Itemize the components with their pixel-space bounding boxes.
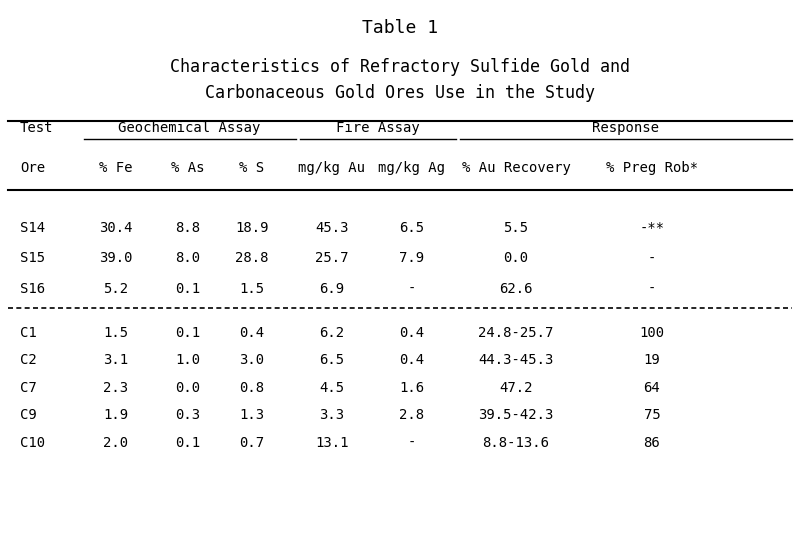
Text: 0.1: 0.1 <box>175 326 201 340</box>
Text: 39.5-42.3: 39.5-42.3 <box>478 408 554 422</box>
Text: % Fe: % Fe <box>99 161 133 175</box>
Text: 1.6: 1.6 <box>399 381 425 395</box>
Text: 47.2: 47.2 <box>499 381 533 395</box>
Text: 13.1: 13.1 <box>315 436 349 450</box>
Text: Table 1: Table 1 <box>362 19 438 37</box>
Text: % S: % S <box>239 161 265 175</box>
Text: 44.3-45.3: 44.3-45.3 <box>478 353 554 367</box>
Text: 0.4: 0.4 <box>239 326 265 340</box>
Text: Geochemical Assay: Geochemical Assay <box>118 121 261 135</box>
Text: C9: C9 <box>20 408 37 422</box>
Text: % Au Recovery: % Au Recovery <box>462 161 570 175</box>
Text: 6.2: 6.2 <box>319 326 345 340</box>
Text: 30.4: 30.4 <box>99 221 133 235</box>
Text: 1.5: 1.5 <box>103 326 129 340</box>
Text: mg/kg Au: mg/kg Au <box>298 161 366 175</box>
Text: C1: C1 <box>20 326 37 340</box>
Text: % As: % As <box>171 161 205 175</box>
Text: 6.5: 6.5 <box>399 221 425 235</box>
Text: 24.8-25.7: 24.8-25.7 <box>478 326 554 340</box>
Text: % Preg Rob*: % Preg Rob* <box>606 161 698 175</box>
Text: Test: Test <box>20 121 54 135</box>
Text: 0.0: 0.0 <box>503 251 529 266</box>
Text: -: - <box>408 282 416 296</box>
Text: 3.0: 3.0 <box>239 353 265 367</box>
Text: 8.0: 8.0 <box>175 251 201 266</box>
Text: 0.1: 0.1 <box>175 282 201 296</box>
Text: 0.8: 0.8 <box>239 381 265 395</box>
Text: Ore: Ore <box>20 161 45 175</box>
Text: S15: S15 <box>20 251 45 266</box>
Text: 5.2: 5.2 <box>103 282 129 296</box>
Text: 0.3: 0.3 <box>175 408 201 422</box>
Text: C7: C7 <box>20 381 37 395</box>
Text: 6.9: 6.9 <box>319 282 345 296</box>
Text: 39.0: 39.0 <box>99 251 133 266</box>
Text: 3.1: 3.1 <box>103 353 129 367</box>
Text: 0.4: 0.4 <box>399 353 425 367</box>
Text: 1.5: 1.5 <box>239 282 265 296</box>
Text: 100: 100 <box>639 326 665 340</box>
Text: 64: 64 <box>644 381 660 395</box>
Text: 1.0: 1.0 <box>175 353 201 367</box>
Text: 62.6: 62.6 <box>499 282 533 296</box>
Text: 4.5: 4.5 <box>319 381 345 395</box>
Text: Fire Assay: Fire Assay <box>336 121 419 135</box>
Text: Characteristics of Refractory Sulfide Gold and
Carbonaceous Gold Ores Use in the: Characteristics of Refractory Sulfide Go… <box>170 58 630 102</box>
Text: -: - <box>648 251 656 266</box>
Text: Response: Response <box>592 121 659 135</box>
Text: 8.8: 8.8 <box>175 221 201 235</box>
Text: 1.9: 1.9 <box>103 408 129 422</box>
Text: 2.3: 2.3 <box>103 381 129 395</box>
Text: 0.1: 0.1 <box>175 436 201 450</box>
Text: 1.3: 1.3 <box>239 408 265 422</box>
Text: 8.8-13.6: 8.8-13.6 <box>482 436 550 450</box>
Text: 5.5: 5.5 <box>503 221 529 235</box>
Text: 75: 75 <box>644 408 660 422</box>
Text: 3.3: 3.3 <box>319 408 345 422</box>
Text: 45.3: 45.3 <box>315 221 349 235</box>
Text: -**: -** <box>639 221 665 235</box>
Text: mg/kg Ag: mg/kg Ag <box>378 161 446 175</box>
Text: 28.8: 28.8 <box>235 251 269 266</box>
Text: 2.8: 2.8 <box>399 408 425 422</box>
Text: -: - <box>648 282 656 296</box>
Text: S16: S16 <box>20 282 45 296</box>
Text: C2: C2 <box>20 353 37 367</box>
Text: 0.4: 0.4 <box>399 326 425 340</box>
Text: 0.0: 0.0 <box>175 381 201 395</box>
Text: 18.9: 18.9 <box>235 221 269 235</box>
Text: 7.9: 7.9 <box>399 251 425 266</box>
Text: 86: 86 <box>644 436 660 450</box>
Text: 19: 19 <box>644 353 660 367</box>
Text: 25.7: 25.7 <box>315 251 349 266</box>
Text: C10: C10 <box>20 436 45 450</box>
Text: 0.7: 0.7 <box>239 436 265 450</box>
Text: -: - <box>408 436 416 450</box>
Text: S14: S14 <box>20 221 45 235</box>
Text: 2.0: 2.0 <box>103 436 129 450</box>
Text: 6.5: 6.5 <box>319 353 345 367</box>
